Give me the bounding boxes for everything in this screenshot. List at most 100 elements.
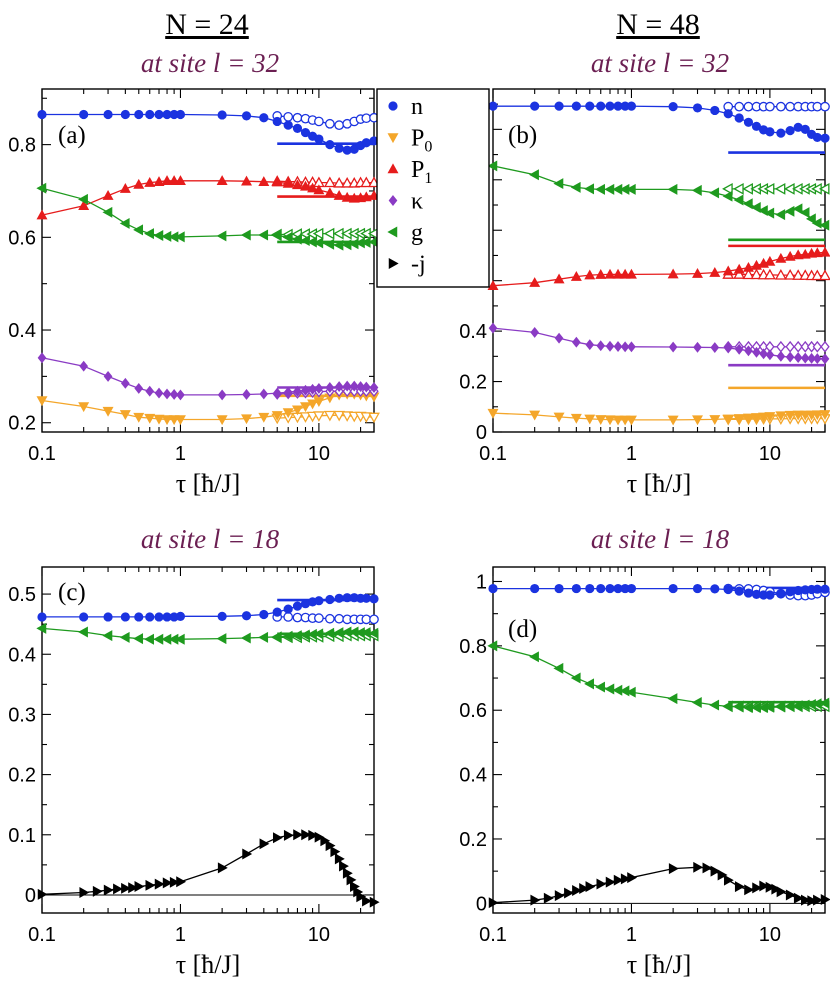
data-point-open-P0 <box>333 410 346 422</box>
data-point-open-P1 <box>774 268 787 280</box>
series-kappa <box>37 352 379 401</box>
data-point-j <box>320 835 331 847</box>
data-point-P1 <box>612 268 624 279</box>
data-point-kappa <box>79 360 89 372</box>
data-point-j <box>807 895 818 907</box>
data-point-g <box>764 207 775 219</box>
x-axis-ticks <box>41 89 362 432</box>
data-point-P0 <box>313 397 325 408</box>
data-point-P0 <box>692 415 703 426</box>
data-point-n <box>134 109 144 120</box>
data-point-n <box>259 113 269 123</box>
data-point-j <box>217 862 228 874</box>
site-label-bottom-left: at site l = 18 <box>141 524 280 554</box>
data-point-g <box>805 213 816 225</box>
data-point-g <box>282 630 293 642</box>
series-j <box>37 829 380 908</box>
data-point-P0 <box>271 411 283 421</box>
data-point-n <box>103 612 113 622</box>
data-point-P0 <box>722 414 734 425</box>
y-tick-label: 0.4 <box>8 644 36 666</box>
data-point-n <box>154 109 164 120</box>
data-point-n <box>743 117 754 127</box>
data-point-j <box>293 829 304 841</box>
data-point-open-n <box>734 101 745 112</box>
data-point-n <box>605 583 615 594</box>
data-point-g <box>133 224 144 236</box>
series-line-kappa <box>492 327 826 360</box>
data-point-j <box>564 887 574 899</box>
data-point-n <box>585 101 595 111</box>
data-point-open-P0 <box>368 412 380 424</box>
data-point-g <box>553 662 564 674</box>
data-point-P0 <box>216 415 228 426</box>
series-line-g <box>492 645 826 709</box>
legend-box <box>376 88 490 288</box>
data-point-j <box>620 873 631 885</box>
data-point-open-P0 <box>299 412 312 423</box>
data-point-j <box>596 878 607 890</box>
data-point-g <box>811 217 822 229</box>
data-point-P0 <box>153 414 165 425</box>
data-point-P0 <box>258 412 270 423</box>
data-point-g <box>119 631 130 643</box>
data-point-n <box>605 101 615 111</box>
data-point-P1 <box>282 177 294 188</box>
site-label-top-right: at site l = 32 <box>591 48 729 78</box>
legend-item-g: g <box>387 220 423 246</box>
data-point-open-n <box>283 111 294 122</box>
data-point-P1 <box>775 252 787 263</box>
data-point-j <box>752 882 763 894</box>
data-point-open-n <box>314 116 324 127</box>
data-point-n <box>723 584 733 595</box>
data-point-open-kappa <box>793 340 803 353</box>
data-point-n <box>120 109 130 120</box>
data-point-g <box>584 183 595 195</box>
data-point-P0 <box>307 399 319 410</box>
data-point-P1 <box>307 182 319 193</box>
data-point-g <box>584 678 595 690</box>
data-point-n <box>734 113 744 123</box>
series-g <box>36 182 379 251</box>
series-P0 <box>487 386 830 426</box>
data-point-n <box>79 612 89 622</box>
data-point-P0 <box>784 410 796 421</box>
data-point-P0 <box>300 402 311 413</box>
data-point-g <box>799 207 810 219</box>
data-point-j <box>176 876 187 888</box>
data-point-P0 <box>742 413 754 424</box>
data-point-kappa <box>293 385 302 397</box>
data-point-n <box>710 105 720 116</box>
data-point-open-n <box>369 614 379 625</box>
y-tick-label: 1 <box>476 571 487 593</box>
data-point-P1 <box>604 268 616 279</box>
data-point-open-P0 <box>360 412 373 423</box>
site-label-top-left: at site l = 32 <box>141 48 279 78</box>
data-point-n <box>571 101 581 111</box>
x-axis-label: τ [ħ/J] <box>627 469 692 498</box>
data-point-kappa <box>356 381 365 393</box>
data-point-n <box>776 589 786 599</box>
data-point-P1 <box>553 273 565 284</box>
x-axis-ticks <box>492 89 813 432</box>
series-line-n <box>42 597 375 618</box>
data-point-g <box>733 701 744 713</box>
legend-marker-n <box>388 101 398 111</box>
series-P0 <box>36 389 380 426</box>
data-point-open-n <box>820 101 830 112</box>
data-point-open-kappa <box>820 340 830 353</box>
data-point-kappa <box>744 345 753 357</box>
data-point-j <box>154 878 165 890</box>
data-point-kappa <box>723 342 733 354</box>
data-point-n <box>79 109 89 120</box>
legend-item-j: -j <box>388 252 426 278</box>
y-tick-label: 0.5 <box>8 584 36 606</box>
data-point-n <box>554 583 564 594</box>
series-line-P1 <box>492 251 826 287</box>
data-point-P0 <box>174 415 186 426</box>
series-line-j <box>492 866 826 904</box>
data-point-kappa <box>785 351 795 363</box>
data-point-n <box>241 111 252 121</box>
data-point-open-P1 <box>750 268 763 280</box>
y-tick-label: 0.3 <box>8 704 36 726</box>
